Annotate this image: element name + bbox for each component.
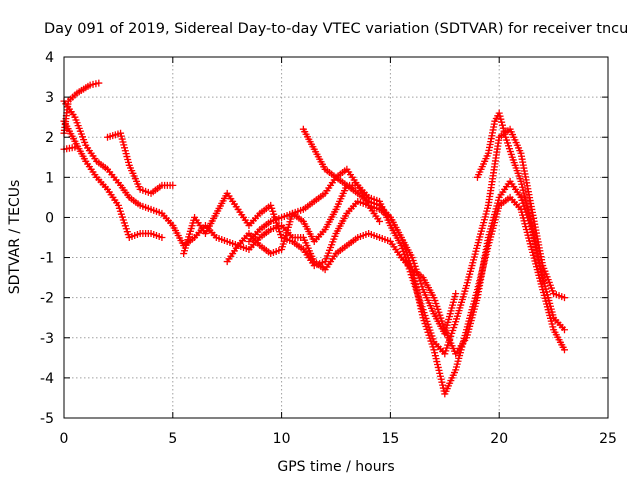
y-tick-label-5: 0: [45, 210, 54, 226]
point-sat-track-11-81: [539, 278, 547, 286]
x-tick-label-4: 20: [490, 431, 508, 447]
point-sat-track-9-103: [452, 290, 460, 298]
series-sat-track-5: [104, 129, 177, 197]
grid-layer: [64, 57, 608, 418]
point-sat-track-1-24: [95, 79, 103, 87]
y-tick-label-8: 3: [45, 90, 54, 106]
x-tick-label-1: 5: [168, 431, 177, 447]
y-tick-label-2: -3: [40, 331, 54, 347]
point-sat-track-11-28: [499, 124, 507, 132]
series-line-sat-track-7: [182, 192, 566, 395]
series-sat-track-8: [223, 125, 568, 358]
y-tick-label-3: -2: [40, 291, 54, 307]
y-tick-label-7: 2: [45, 130, 54, 146]
tick-label-layer: 0 5 10 15 20 25 -5 -4 -3 -2 -1 0 1 2 3 4: [40, 50, 617, 447]
point-sat-track-6-256: [560, 326, 568, 334]
y-tick-label-1: -4: [40, 371, 54, 387]
point-sat-track-4-56: [158, 234, 166, 241]
y-tick-label-9: 4: [45, 50, 54, 66]
chart-title: Day 091 of 2019, Sidereal Day-to-day VTE…: [44, 21, 628, 37]
y-tick-label-6: 1: [45, 170, 54, 186]
x-axis-label: GPS time / hours: [277, 459, 394, 475]
point-sat-track-11-23: [495, 109, 503, 117]
point-sat-track-10-63: [376, 217, 384, 225]
point-sat-track-11-29: [500, 127, 508, 135]
point-sat-track-11-26: [498, 118, 506, 126]
x-tick-label-5: 25: [599, 431, 617, 447]
point-sat-track-11-24: [496, 112, 504, 120]
series-sat-track-7: [180, 189, 568, 398]
x-tick-label-3: 15: [381, 431, 399, 447]
point-sat-track-8-282: [560, 294, 568, 302]
plot-frame: [63, 56, 609, 419]
series-sat-track-3: [60, 97, 177, 229]
y-axis-label: SDTVAR / TECUs: [7, 180, 23, 295]
point-sat-track-11-27: [498, 121, 506, 129]
y-tick-label-0: -5: [40, 411, 54, 427]
series-sat-track-11: [473, 109, 547, 286]
point-sat-track-11-30: [501, 130, 509, 138]
series-layer: [60, 79, 568, 398]
x-tick-label-2: 10: [273, 431, 291, 447]
y-tick-label-4: -1: [40, 251, 54, 267]
point-sat-track-5-38: [169, 181, 177, 189]
series-sat-track-4: [60, 117, 166, 241]
series-sat-track-10: [245, 165, 384, 246]
tick-layer: [63, 56, 609, 419]
point-sat-track-11-25: [497, 115, 505, 123]
point-sat-track-7-310: [560, 346, 568, 354]
series-sat-track-9: [299, 125, 460, 338]
x-tick-label-0: 0: [60, 431, 69, 447]
